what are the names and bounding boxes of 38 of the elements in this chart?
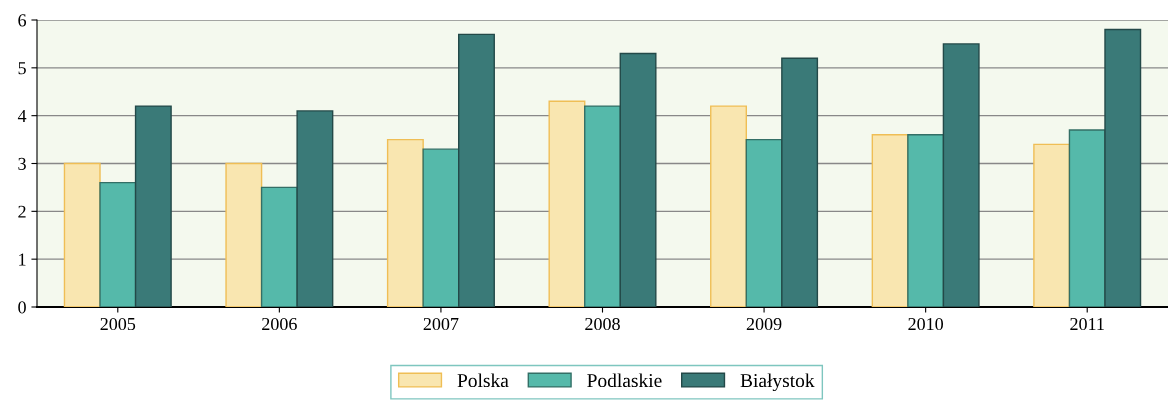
x-tick-label: 2011 (1070, 317, 1104, 331)
legend-label: Podlaskie (587, 373, 662, 388)
bar (745, 138, 783, 307)
bar (386, 138, 424, 307)
x-tick-label: 2007 (423, 317, 459, 331)
x-tick-label: 2008 (585, 317, 620, 331)
bar (781, 57, 819, 307)
bar (225, 162, 263, 307)
x-tick-label: 2010 (908, 317, 944, 331)
x-tick-label: 2005 (100, 317, 136, 331)
y-tick-label: 0 (18, 301, 26, 314)
bar (942, 43, 980, 307)
bar (422, 148, 460, 307)
bar (907, 134, 945, 307)
bar (63, 162, 101, 307)
y-tick-label: 3 (18, 157, 26, 170)
bar (619, 52, 657, 307)
y-tick-label: 1 (19, 253, 26, 266)
y-tick-label: 5 (18, 62, 26, 75)
legend-label: Białystok (740, 373, 815, 392)
bar (134, 105, 172, 307)
bar (260, 186, 298, 307)
y-tick-label: 4 (17, 110, 27, 122)
bar (584, 105, 621, 307)
bar (871, 134, 909, 307)
bar (1033, 143, 1071, 307)
bar (710, 105, 747, 307)
bar (99, 181, 137, 307)
x-tick-label: 2009 (746, 317, 782, 331)
bar (458, 33, 495, 307)
bar (548, 100, 586, 307)
bar (1068, 129, 1106, 307)
legend-label: Polska (457, 373, 509, 388)
y-tick-label: 6 (18, 14, 27, 27)
x-tick-label: 2006 (262, 317, 297, 331)
bar (1104, 28, 1142, 307)
bar (296, 110, 334, 307)
y-tick-label: 2 (18, 205, 26, 218)
